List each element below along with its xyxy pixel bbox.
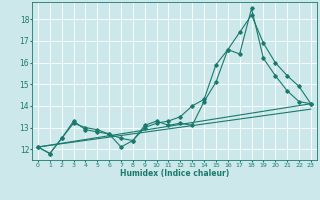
X-axis label: Humidex (Indice chaleur): Humidex (Indice chaleur) [120, 169, 229, 178]
